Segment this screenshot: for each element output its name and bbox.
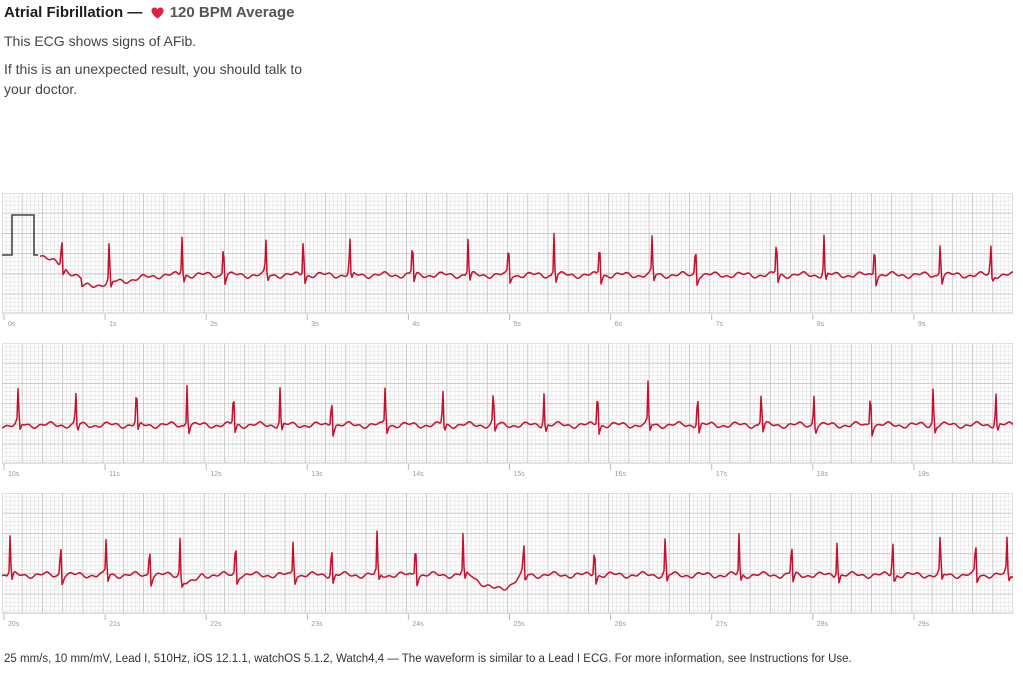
time-label: 0s [8,321,16,328]
time-label: 26s [615,621,627,628]
time-label: 11s [109,471,120,478]
time-label: 9s [918,321,926,328]
time-label: 25s [514,621,526,628]
title-separator: — [127,4,143,21]
time-label: 18s [817,471,829,478]
time-label: 21s [109,621,121,628]
time-label: 27s [716,621,728,628]
time-label: 29s [918,621,930,628]
ecg-strip-2-graph: 10s 11s 12s 13s 14s 15s 16s 17s 18s 19s [2,343,1013,478]
time-label: 19s [918,471,930,478]
time-label: 7s [716,321,724,328]
time-label: 13s [311,471,323,478]
ecg-strip-1-graph: 0s 1s 2s 3s 4s 5s 6s 7s 8s 9s [2,193,1013,328]
diagnosis-label: Atrial Fibrillation [4,4,124,21]
time-label: 15s [514,471,526,478]
time-label: 6s [615,321,623,328]
time-label: 22s [210,621,222,628]
time-label: 10s [8,471,20,478]
ecg-strip-3-graph: 20s 21s 22s 23s 24s 25s 26s 27s 28s 29s [2,493,1013,628]
time-label: 1s [109,321,117,328]
ecg-strip-2: 10s 11s 12s 13s 14s 15s 16s 17s 18s 19s [2,343,1013,479]
time-label: 3s [311,321,319,328]
time-label: 5s [514,321,522,328]
time-label: 12s [210,471,222,478]
time-label: 23s [311,621,323,628]
ecg-strip-3: 20s 21s 22s 23s 24s 25s 26s 27s 28s 29s [2,493,1013,629]
time-label: 8s [817,321,825,328]
doctor-advice: If this is an unexpected result, you sho… [4,61,303,97]
time-label: 4s [412,321,420,328]
ecg-summary: This ECG shows signs of AFib. [4,33,197,49]
time-label: 16s [615,471,627,478]
heart-icon [151,6,164,23]
time-label: 17s [716,471,728,478]
ecg-waveform [2,530,1013,591]
average-bpm-label: 120 BPM Average [169,4,295,21]
time-label: 28s [817,621,829,628]
time-label: 2s [210,321,218,328]
ecg-strip-1: 0s 1s 2s 3s 4s 5s 6s 7s 8s 9s [2,193,1013,329]
ecg-waveform [2,380,1013,437]
page-title: Atrial Fibrillation — 120 BPM Average [4,4,295,23]
time-label: 20s [8,621,20,628]
ecg-waveform [39,232,1013,288]
time-label: 14s [412,471,424,478]
recording-details: 25 mm/s, 10 mm/mV, Lead I, 510Hz, iOS 12… [4,653,852,665]
calibration-pulse [2,214,38,256]
time-label: 24s [412,621,424,628]
